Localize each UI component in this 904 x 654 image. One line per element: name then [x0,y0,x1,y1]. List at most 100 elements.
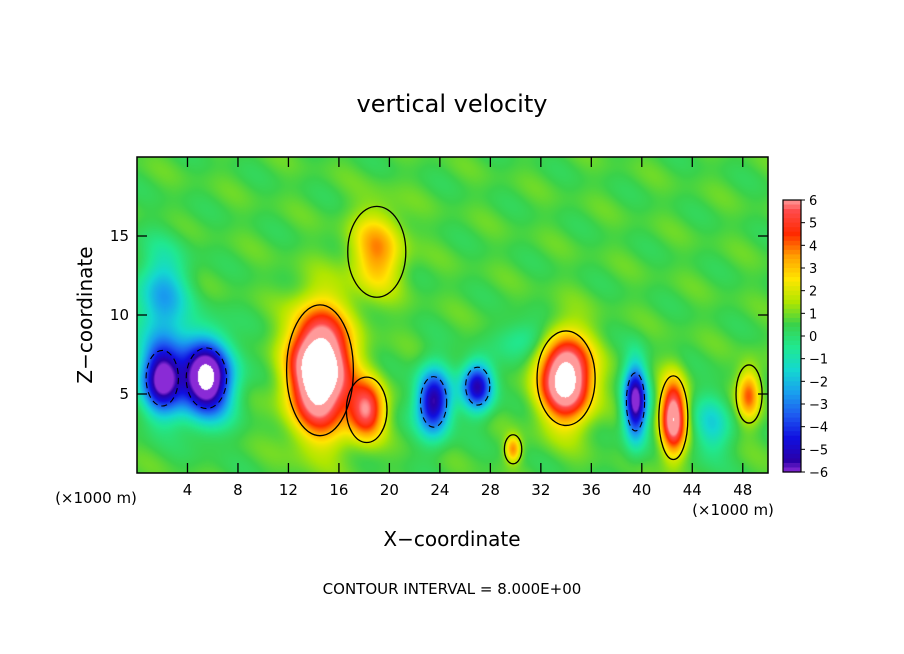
colorbar-swatch [783,277,801,283]
x-tick-label: 20 [380,481,399,499]
colorbar-tick-label: 2 [809,285,817,300]
colorbar-swatch [783,236,801,242]
colorbar-swatch [783,254,801,260]
colorbar-swatch [783,295,801,301]
colorbar-swatch [783,431,801,437]
updraft-contour-4 [658,375,689,461]
x-tick-label: 8 [233,481,243,499]
colorbar-swatch [783,240,801,246]
downdraft-contour-3 [419,376,448,428]
downdraft-contour-2 [185,347,228,410]
colorbar-swatch [783,422,801,428]
x-tick-label: 40 [632,481,651,499]
colorbar-swatch [783,258,801,265]
x-unit-right: (×1000 m) [692,501,774,519]
colorbar-swatch [783,231,801,237]
colorbar-tick-label: −1 [809,353,828,368]
velocity-heatmap [137,157,768,473]
colorbar-swatch [783,363,801,369]
colorbar-swatch [783,317,801,323]
colorbar-swatch [783,435,801,441]
colorbar-swatch [783,222,801,228]
y-tick-label: 15 [110,227,129,245]
colorbar-swatch [783,453,801,459]
x-tick-label: 4 [183,481,193,499]
updraft-contour-1 [285,304,355,437]
colorbar-swatch [783,204,801,210]
updraft-contour-2 [345,376,388,444]
colorbar-swatch [783,227,801,233]
colorbar-swatch [783,304,801,310]
x-tick-label: 24 [430,481,449,499]
x-tick-label: 36 [582,481,601,499]
colorbar-tick-label: 3 [809,262,817,277]
colorbar-tick-label: −4 [809,421,828,436]
y-axis: 5 10 15 [110,227,768,403]
colorbar-swatch [783,336,801,342]
colorbar-swatch [783,381,801,387]
colorbar: 6 5 4 3 2 1 0 −1 −2 −3 −4 −5 −6 [782,194,828,481]
colorbar-tick-label: 0 [809,330,817,345]
colorbar-swatch [783,345,801,351]
x-unit-left: (×1000 m) [55,489,137,507]
colorbar-swatch [783,249,801,255]
contour-interval-note: CONTOUR INTERVAL = 8.000E+00 [323,580,582,598]
colorbar-swatch [783,440,801,446]
x-axis: 4 8 12 16 20 24 28 32 36 40 44 48 [183,157,752,499]
chart-title: vertical velocity [357,90,548,118]
colorbar-swatch [783,354,801,360]
colorbar-swatch [783,268,801,274]
colorbar-tick-label: −6 [809,466,828,481]
y-tick-label: 10 [110,306,129,324]
colorbar-swatch [783,313,801,319]
y-axis-label: Z−coordinate [73,246,97,383]
colorbar-swatch [783,209,801,215]
colorbar-swatch [783,467,801,473]
colorbar-swatch [783,272,801,278]
y-tick-label: 5 [119,385,129,403]
x-axis-label: X−coordinate [383,527,520,551]
colorbar-swatch [783,263,801,269]
colorbar-swatch [783,417,801,423]
colorbar-swatch [783,218,801,224]
colorbar-swatch [783,308,801,314]
colorbar-tick-label: 5 [809,217,817,232]
colorbar-swatch [783,290,801,296]
colorbar-swatch [783,444,801,450]
colorbar-swatch [783,413,801,419]
colorbar-tick-label: 4 [809,239,817,254]
colorbar-swatch [783,376,801,382]
colorbar-swatch [783,458,801,464]
colorbar-tick-label: −3 [809,398,828,413]
colorbar-swatch [783,372,801,378]
x-tick-label: 16 [329,481,348,499]
x-tick-label: 28 [481,481,500,499]
colorbar-tick-label: −5 [809,443,828,458]
x-tick-label: 32 [531,481,550,499]
colorbar-swatch [783,426,801,432]
downdraft-contour-4 [465,366,491,406]
colorbar-swatch [783,200,801,206]
x-tick-label: 12 [279,481,298,499]
colorbar-swatch [783,394,801,401]
downdraft-contour-1 [145,349,179,407]
colorbar-swatch [783,326,801,333]
colorbar-swatch [783,245,801,251]
colorbar-swatch [783,385,801,391]
colorbar-swatch [783,390,801,396]
zero-contour-lines [145,205,763,465]
x-tick-label: 44 [683,481,702,499]
colorbar-swatch [783,286,801,292]
updraft-contour-3 [536,330,596,427]
plot-area [136,156,769,474]
updraft-contour-7 [503,434,523,465]
colorbar-swatch [783,213,801,219]
colorbar-swatch [783,462,801,469]
x-tick-label: 48 [733,481,752,499]
colorbar-swatch [783,340,801,346]
colorbar-swatch [783,299,801,305]
colorbar-swatch [783,349,801,355]
colorbar-swatch [783,408,801,414]
colorbar-swatch [783,281,801,287]
